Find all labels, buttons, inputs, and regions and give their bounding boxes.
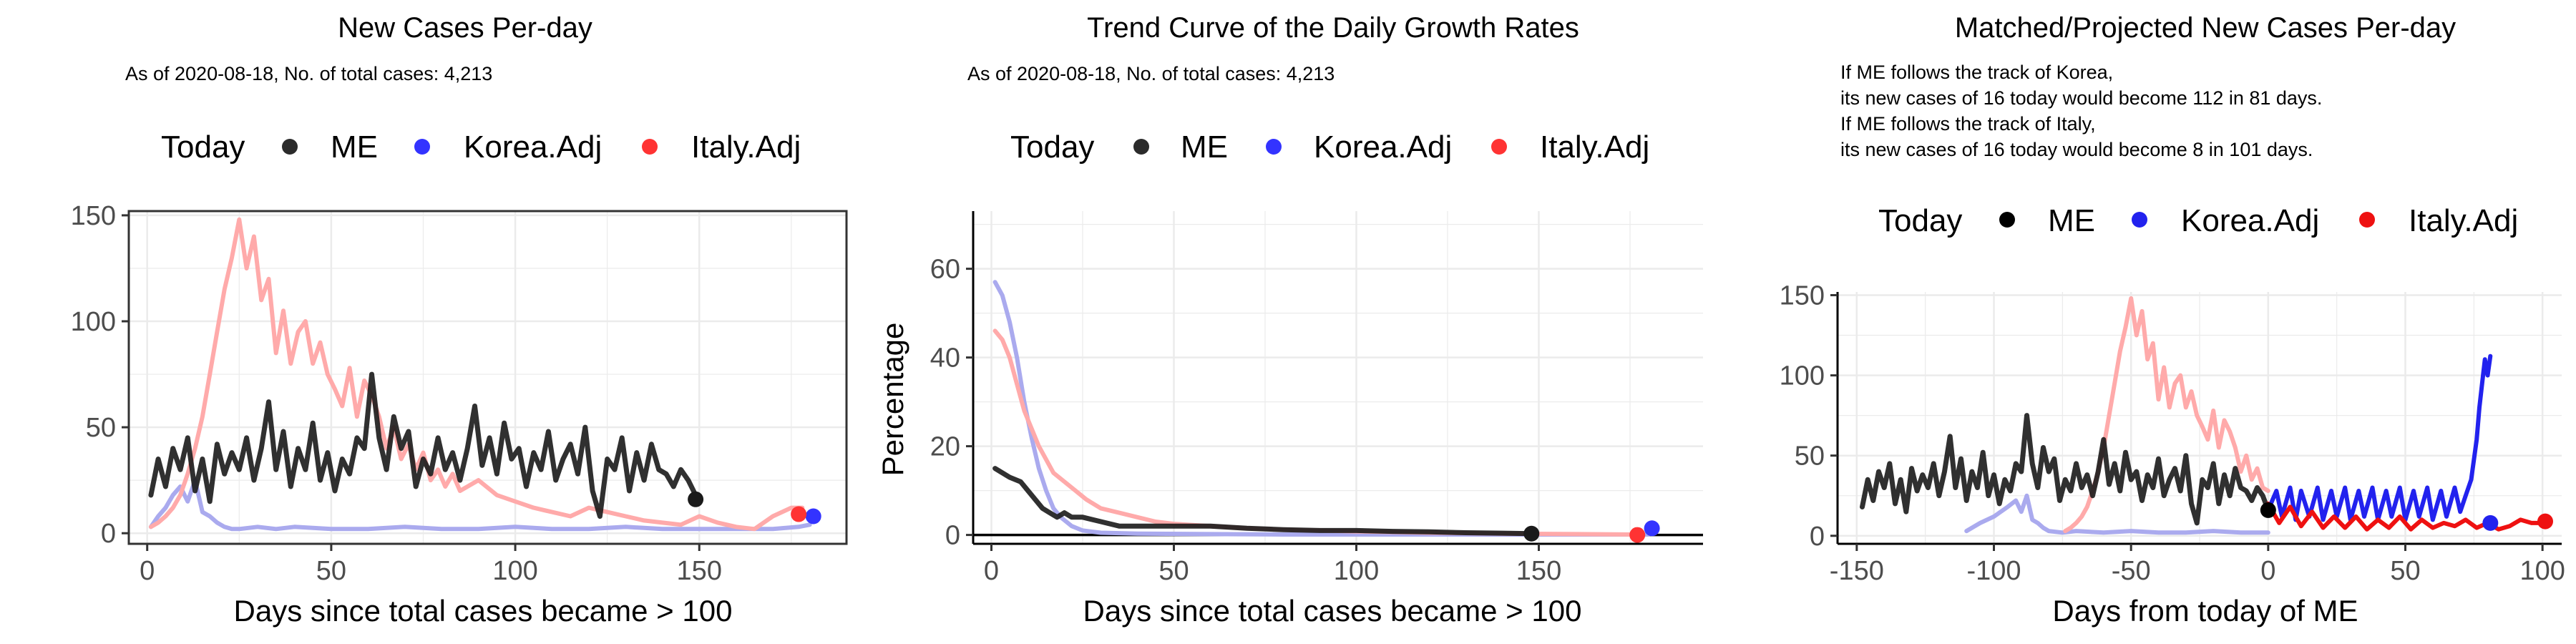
y-tick-label: 50 [1795,441,1825,472]
y-tick-label: 100 [71,307,116,337]
legend-marker-korea [1266,139,1282,155]
legend-marker-korea [414,139,430,155]
panel-new-cases: New Cases Per-day As of 2020-08-18, No. … [71,12,848,628]
legend-marker-korea [2132,212,2147,228]
legend-label-me: ME [2048,203,2095,238]
x-tick-label: 50 [316,556,346,586]
y-tick-label: 100 [1780,361,1825,391]
legend: Today ME Korea.Adj Italy.Adj [161,130,801,165]
y-tick-label: 150 [1780,280,1825,311]
plot-area: 0 50 100 150 0 50 100 150 [71,201,848,586]
x-axis-label: Days since total cases became > 100 [234,594,733,628]
today-point-korea-adj [805,508,821,525]
legend-label-korea: Korea.Adj [464,130,602,165]
plot-border [127,210,848,545]
today-point-korea-adj [2482,514,2499,531]
y-tick-label: 20 [930,432,960,462]
legend-marker-italy [642,139,658,155]
today-point-italy-adj [1629,527,1646,543]
x-tick-label: 150 [1516,556,1561,586]
y-tick-label: 50 [86,413,116,443]
chart-title: Matched/Projected New Cases Per-day [1955,12,2456,44]
x-tick-label: 0 [984,556,999,586]
plot-background [973,211,1703,544]
legend-label-korea: Korea.Adj [2181,203,2319,238]
chart-title: Trend Curve of the Daily Growth Rates [1087,12,1579,44]
series-line-korea-adj [148,478,812,532]
legend-label-me: ME [331,130,378,165]
series-line-korea-adj-history [1964,493,2270,535]
today-point-italy-adj [791,506,807,522]
projection-note-line: its new cases of 16 today would become 1… [1840,87,2322,109]
y-tick-label: 0 [1810,522,1825,552]
x-tick-label: 100 [2519,556,2565,586]
x-tick-label: 50 [1158,556,1189,586]
plot-area: 0 50 100 150 0 20 40 60 [930,211,1703,586]
plot-area: -150 -100 -50 0 50 100 0 50 100 150 [1780,280,2565,586]
legend-label-italy: Italy.Adj [691,130,801,165]
x-tick-label: -100 [1966,556,2021,586]
legend-marker-italy [2359,212,2375,228]
legend-label-italy: Italy.Adj [2409,203,2518,238]
legend-marker-me [282,139,298,155]
legend-marker-italy [1491,139,1507,155]
today-point-me [2260,502,2276,518]
today-point-italy-adj [2537,513,2553,530]
y-axis-label: Percentage [876,323,909,477]
chart-subtitle: As of 2020-08-18, No. of total cases: 4,… [125,63,492,84]
legend: Today ME Korea.Adj Italy.Adj [1010,130,1649,165]
x-tick-label: 100 [1334,556,1379,586]
plot-background [129,211,847,544]
chart-subtitle: As of 2020-08-18, No. of total cases: 4,… [967,63,1335,84]
series-line-me [148,371,698,519]
series-line-italy-adj-projection [2265,501,2547,532]
x-tick-label: 0 [2260,556,2275,586]
chart-title: New Cases Per-day [338,12,592,44]
projection-note-line: If ME follows the track of Korea, [1840,62,2113,83]
y-tick-label: 40 [930,343,960,374]
panel-projected-cases: Matched/Projected New Cases Per-day If M… [1780,12,2565,628]
projection-note-line: its new cases of 16 today would become 8… [1840,139,2313,160]
legend: Today ME Korea.Adj Italy.Adj [1878,203,2518,238]
legend-marker-me [1133,139,1149,155]
x-tick-label: 0 [140,556,155,586]
legend-marker-me [1999,212,2015,228]
series-line-korea-adj [992,280,1651,537]
legend-title: Today [1878,203,1962,238]
y-tick-label: 0 [945,521,960,551]
y-tick-label: 150 [71,201,116,231]
y-tick-label: 0 [101,519,116,549]
y-tick-label: 60 [930,255,960,285]
series-line-me [992,466,1534,537]
legend-label-me: ME [1181,130,1228,165]
x-tick-label: 150 [677,556,722,586]
series-line-me [1860,413,2271,526]
legend-title: Today [161,130,245,165]
x-axis-label: Days from today of ME [2052,594,2358,628]
today-point-korea-adj [1644,520,1660,537]
x-axis-label: Days since total cases became > 100 [1083,594,1582,628]
x-tick-label: 100 [492,556,537,586]
today-point-me [688,491,704,507]
today-point-me [1523,525,1540,542]
projection-note-line: If ME follows the track of Italy, [1840,113,2096,135]
x-tick-label: 50 [2390,556,2420,586]
x-tick-label: -150 [1830,556,1884,586]
legend-label-italy: Italy.Adj [1540,130,1649,165]
x-tick-label: -50 [2112,556,2151,586]
legend-title: Today [1010,130,1094,165]
panel-growth-rates: Trend Curve of the Daily Growth Rates As… [876,12,1703,628]
legend-label-korea: Korea.Adj [1314,130,1452,165]
